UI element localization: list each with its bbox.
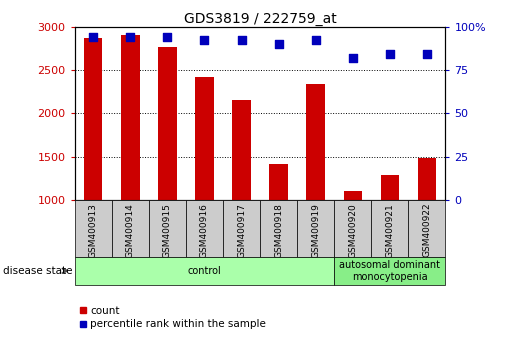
- Bar: [344, 191, 362, 200]
- Bar: [158, 47, 177, 200]
- Bar: [232, 100, 251, 200]
- Bar: [84, 38, 102, 200]
- Point: [312, 38, 320, 43]
- Bar: [418, 158, 436, 200]
- Text: control: control: [187, 266, 221, 276]
- Legend: count, percentile rank within the sample: count, percentile rank within the sample: [80, 306, 266, 329]
- Point: [89, 34, 97, 40]
- Point: [163, 34, 171, 40]
- Text: GSM400915: GSM400915: [163, 203, 172, 258]
- Text: GSM400918: GSM400918: [274, 203, 283, 258]
- Text: disease state: disease state: [3, 266, 72, 276]
- Bar: [121, 35, 140, 200]
- Bar: [186, 200, 223, 257]
- Bar: [223, 200, 260, 257]
- Point: [237, 38, 246, 43]
- Point: [423, 51, 431, 57]
- Point: [126, 34, 134, 40]
- Bar: [149, 200, 186, 257]
- Bar: [260, 200, 297, 257]
- Bar: [306, 84, 325, 200]
- Bar: [297, 200, 334, 257]
- Bar: [75, 200, 112, 257]
- Text: GSM400922: GSM400922: [422, 203, 432, 257]
- Text: GSM400916: GSM400916: [200, 203, 209, 258]
- Text: GSM400921: GSM400921: [385, 203, 394, 258]
- Text: GSM400917: GSM400917: [237, 203, 246, 258]
- Text: GSM400913: GSM400913: [89, 203, 98, 258]
- Point: [200, 38, 209, 43]
- Bar: [408, 200, 445, 257]
- Bar: [334, 200, 371, 257]
- Title: GDS3819 / 222759_at: GDS3819 / 222759_at: [184, 12, 336, 25]
- Bar: [269, 164, 288, 200]
- Text: GSM400914: GSM400914: [126, 203, 135, 258]
- Text: autosomal dominant
monocytopenia: autosomal dominant monocytopenia: [339, 260, 440, 282]
- Point: [386, 51, 394, 57]
- Bar: [381, 175, 399, 200]
- Bar: [195, 77, 214, 200]
- Bar: [334, 257, 445, 285]
- Bar: [112, 200, 149, 257]
- Text: GSM400920: GSM400920: [348, 203, 357, 258]
- Bar: [75, 257, 334, 285]
- Text: GSM400919: GSM400919: [311, 203, 320, 258]
- Point: [349, 55, 357, 61]
- Point: [274, 41, 283, 47]
- Bar: [371, 200, 408, 257]
